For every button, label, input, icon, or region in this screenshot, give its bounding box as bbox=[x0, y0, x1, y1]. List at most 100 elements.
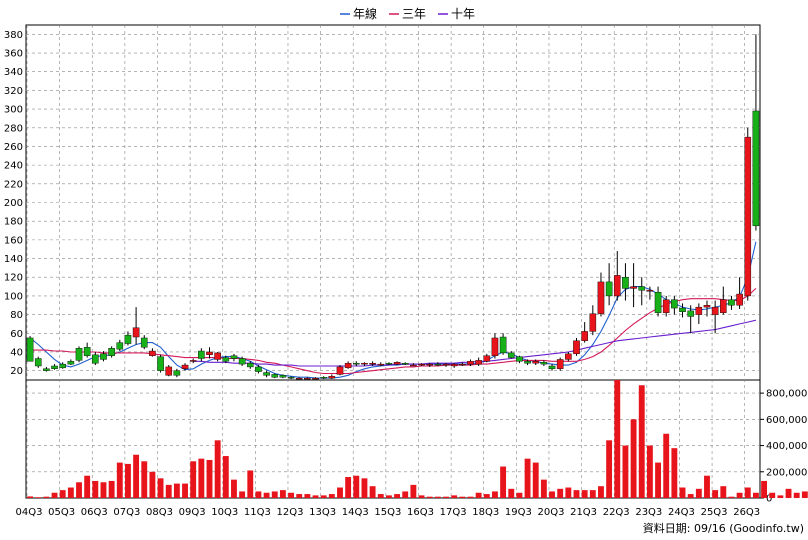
x-tick-label: 04Q3 bbox=[16, 507, 43, 518]
candle-body bbox=[638, 286, 646, 291]
volume-panel-frame bbox=[25, 379, 761, 499]
price-axis: 20 40 60 80 100 120 140 160 180 200 220 240 260 280 30… bbox=[4, 30, 23, 377]
volume-bar bbox=[84, 475, 91, 498]
candle-body bbox=[92, 354, 99, 364]
volume-bar bbox=[116, 462, 123, 498]
candle-body bbox=[418, 363, 425, 366]
volume-bar bbox=[475, 492, 482, 498]
candle-body bbox=[393, 362, 401, 365]
volume-tick-label: 800,000 bbox=[766, 389, 807, 400]
volume-bar bbox=[638, 385, 645, 498]
candle-body bbox=[320, 376, 327, 379]
volume-bar bbox=[27, 496, 34, 498]
candle-body bbox=[279, 375, 287, 378]
candle-body bbox=[524, 361, 531, 364]
price-tick-label: 80 bbox=[10, 310, 23, 321]
price-tick-label: 240 bbox=[4, 161, 23, 172]
volume-bar bbox=[198, 458, 205, 498]
candle-body bbox=[410, 364, 417, 367]
volume-bar bbox=[165, 484, 172, 498]
x-tick-label: 09Q3 bbox=[179, 507, 206, 518]
x-axis: 04Q3 05Q3 06Q3 07Q3 08Q3 09Q3 10Q3 11Q3 12Q3 13Q3… bbox=[16, 507, 761, 518]
volume-bar bbox=[589, 490, 596, 498]
price-tick-label: 340 bbox=[4, 67, 23, 78]
candle-body bbox=[581, 331, 588, 341]
volume-bar bbox=[288, 492, 294, 498]
volume-bar bbox=[182, 483, 188, 498]
candle-body bbox=[491, 337, 499, 356]
candle-body bbox=[263, 372, 270, 376]
volume-bar bbox=[418, 495, 425, 498]
volume-bar bbox=[247, 470, 254, 498]
x-tick-label: 08Q3 bbox=[146, 507, 173, 518]
candle-body bbox=[752, 110, 760, 227]
volume-bar bbox=[312, 495, 319, 498]
candle-body bbox=[336, 366, 344, 375]
x-tick-label: 24Q3 bbox=[668, 507, 695, 518]
volume-bar bbox=[695, 488, 702, 498]
volume-bar bbox=[622, 445, 629, 498]
volume-bar bbox=[296, 494, 303, 498]
volume-bar bbox=[100, 482, 107, 498]
ma-line bbox=[193, 319, 757, 367]
candle-body bbox=[353, 362, 360, 365]
x-tick-label: 19Q3 bbox=[505, 507, 532, 518]
volume-bar bbox=[361, 478, 368, 498]
price-tick-label: 360 bbox=[4, 49, 23, 60]
volume-bar bbox=[500, 466, 507, 498]
x-tick-label: 10Q3 bbox=[211, 507, 238, 518]
candle-body bbox=[426, 363, 433, 366]
x-tick-label: 05Q3 bbox=[48, 507, 75, 518]
candle-body bbox=[507, 352, 515, 358]
volume-bar bbox=[206, 459, 213, 498]
candle-body bbox=[483, 355, 491, 362]
volume-bar bbox=[704, 475, 710, 498]
price-tick-label: 200 bbox=[4, 198, 23, 209]
volume-bar bbox=[222, 456, 229, 498]
price-tick-label: 160 bbox=[4, 235, 23, 246]
x-tick-label: 17Q3 bbox=[440, 507, 467, 518]
volume-bar bbox=[190, 461, 197, 498]
volume-bar bbox=[516, 492, 523, 498]
volume-bar bbox=[271, 491, 278, 498]
candle-body bbox=[83, 347, 91, 356]
candle-body bbox=[646, 290, 654, 292]
x-tick-label: 18Q3 bbox=[472, 507, 499, 518]
legend-label: 年線 bbox=[353, 6, 377, 21]
volume-bar bbox=[557, 488, 564, 498]
volume-bar bbox=[239, 491, 246, 498]
candle-body bbox=[255, 366, 262, 372]
candle-body bbox=[287, 376, 295, 379]
candle-body bbox=[459, 363, 466, 366]
candle-body bbox=[181, 364, 189, 369]
volume-bar bbox=[108, 480, 115, 498]
price-tick-label: 380 bbox=[4, 30, 23, 41]
candle-body bbox=[238, 358, 246, 365]
candle-body bbox=[116, 342, 124, 350]
candle-body bbox=[385, 362, 393, 365]
volume-bar bbox=[434, 496, 441, 498]
volume-bar bbox=[606, 440, 613, 498]
x-tick-label: 25Q3 bbox=[701, 507, 728, 518]
volume-bar bbox=[149, 471, 156, 498]
volume-bar bbox=[92, 480, 99, 498]
candle-body bbox=[589, 313, 597, 332]
volume-bar bbox=[369, 486, 376, 498]
volume-bar bbox=[304, 494, 311, 498]
volume-bar bbox=[157, 478, 164, 498]
price-tick-label: 220 bbox=[4, 179, 23, 190]
candle-body bbox=[369, 362, 376, 365]
volume-bar bbox=[328, 494, 335, 498]
volume-bar bbox=[630, 419, 637, 498]
candle-body bbox=[671, 299, 678, 309]
candle-body bbox=[711, 306, 719, 315]
candle-body bbox=[695, 306, 703, 315]
candle-body bbox=[312, 377, 319, 380]
candle-body bbox=[157, 356, 164, 371]
price-tick-label: 60 bbox=[10, 329, 23, 340]
volume-bar bbox=[549, 491, 555, 498]
volume-bar bbox=[255, 491, 262, 498]
candle-body bbox=[540, 362, 548, 365]
volume-bar bbox=[573, 490, 580, 498]
candle-body bbox=[198, 350, 205, 359]
